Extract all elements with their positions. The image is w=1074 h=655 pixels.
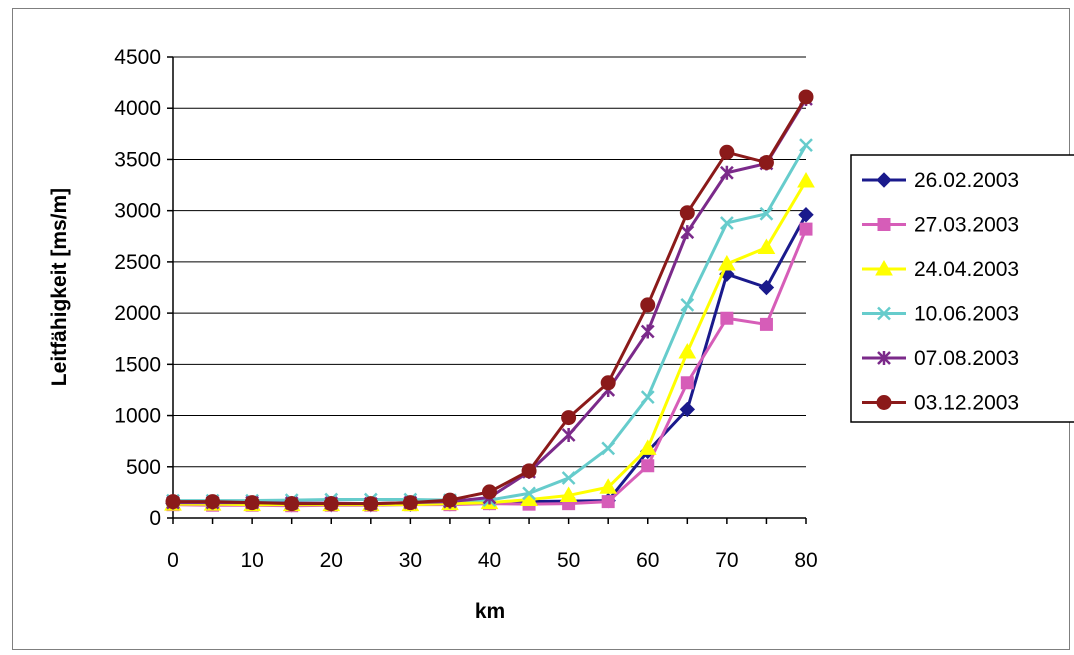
data-point-5-11 [600,375,616,391]
x-tick-label-2: 20 [320,549,343,572]
x-tick-label-8: 80 [794,549,817,572]
legend: 26.02.2003 27.03.2003 24.04.2003 10.06.2003… [850,154,1074,423]
legend-marker-4 [877,351,891,365]
data-point-2-10 [559,486,578,502]
y-tick-label-4: 2000 [114,302,161,325]
data-point-3-11 [601,441,616,456]
data-point-5-14 [719,144,735,160]
data-point-4-12 [640,324,655,339]
x-tick-label-7: 70 [715,549,738,572]
legend-marker-0 [876,172,892,188]
data-point-5-4 [323,496,339,512]
data-point-0-15 [758,279,775,296]
data-point-4-14 [719,165,734,180]
tick-labels: 0 500 1000 1500 2000 2500 3000 3500 4000 4500 0 10 2… [114,46,817,572]
data-point-5-10 [561,410,577,426]
data-point-5-7 [442,492,458,508]
x-tick-label-4: 40 [478,549,501,572]
data-point-5-9 [521,463,537,479]
series-1 [166,222,813,513]
x-tick-label-1: 10 [240,549,263,572]
data-point-4-10 [561,428,576,443]
data-point-2-14 [718,254,736,271]
data-point-5-5 [363,496,379,512]
y-tick-label-9: 4500 [114,46,161,69]
x-tick-label-0: 0 [167,549,179,572]
y-tick-label-6: 3000 [114,200,161,223]
series-line-1 [172,228,808,508]
x-axis-title: km [475,600,505,623]
data-point-4-13 [680,225,695,240]
legend-marker-2 [875,259,893,276]
axes [167,56,807,524]
y-tick-label-8: 4000 [114,97,161,120]
y-tick-label-3: 1500 [114,353,161,376]
legend-label-2: 24.04.2003 [914,258,1019,281]
data-point-2-16 [797,171,815,188]
y-tick-label-7: 3500 [114,148,161,171]
y-tick-label-5: 2500 [114,251,161,274]
data-point-2-11 [599,478,618,494]
legend-marker-3 [877,306,891,321]
data-point-5-2 [244,495,260,511]
y-tick-label-2: 1000 [114,405,161,428]
data-point-5-6 [402,495,418,511]
series-group [164,89,815,513]
data-point-3-10 [561,471,576,485]
data-point-2-15 [757,238,776,255]
series-4 [166,92,813,511]
x-tick-label-5: 50 [557,549,580,572]
legend-label-0: 26.02.2003 [914,169,1019,192]
x-tick-label-3: 30 [399,549,422,572]
y-tick-label-0: 0 [149,507,161,530]
data-point-5-8 [482,484,497,500]
y-axis-title: Leitfähigkeit [ms/m] [48,188,71,386]
data-point-1-14 [720,311,734,325]
data-point-1-13 [680,376,694,390]
legend-label-5: 03.12.2003 [914,392,1019,415]
y-tick-label-1: 500 [126,456,161,479]
data-point-3-9 [522,486,536,501]
data-point-3-15 [759,206,774,221]
legend-items: 26.02.2003 27.03.2003 24.04.2003 10.06.2003… [862,169,1019,415]
series-5 [165,89,814,512]
data-point-2-12 [638,439,657,455]
series-3 [166,138,813,508]
data-point-5-3 [284,496,300,512]
data-point-3-12 [640,390,655,404]
data-point-5-13 [679,205,695,221]
x-tick-label-6: 60 [636,549,659,572]
data-point-5-1 [205,494,221,510]
data-point-5-15 [758,155,774,171]
data-point-5-0 [165,494,181,510]
data-point-3-13 [680,298,695,312]
data-point-0-13 [679,401,696,418]
legend-marker-1 [877,218,891,231]
data-point-3-16 [799,138,813,152]
legend-label-1: 27.03.2003 [914,214,1019,237]
data-point-0-16 [798,207,814,223]
series-2 [164,171,815,512]
legend-box [850,154,1074,423]
gridlines [173,56,806,468]
data-point-1-15 [759,317,773,331]
data-point-1-11 [601,495,615,509]
data-point-3-14 [719,216,734,230]
data-point-2-13 [678,343,697,359]
data-point-5-12 [640,297,656,313]
series-0 [165,207,814,513]
data-point-1-12 [641,459,655,473]
data-point-1-16 [799,222,813,236]
legend-label-3: 10.06.2003 [914,303,1019,326]
legend-label-4: 07.08.2003 [914,347,1019,370]
data-point-5-16 [798,89,814,105]
legend-marker-5 [876,395,892,410]
